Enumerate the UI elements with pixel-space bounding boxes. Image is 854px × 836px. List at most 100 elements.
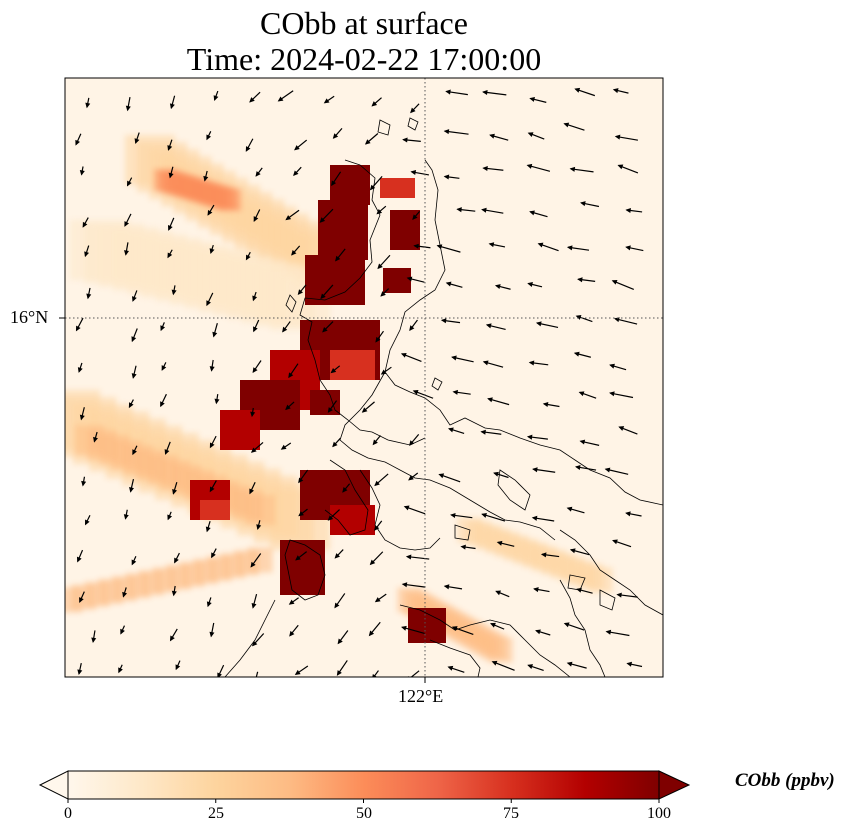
wind-vector — [255, 671, 259, 677]
wind-vector-head — [93, 436, 98, 443]
wind-vector-head — [412, 214, 418, 220]
wind-vector-head — [126, 180, 132, 187]
wind-vector-head — [203, 175, 209, 182]
wind-vector-head — [445, 89, 451, 95]
wind-vector-head — [323, 98, 330, 104]
map-subtitle-time: Time: 2024-02-22 17:00:00 — [186, 41, 542, 77]
wind-vector-head — [297, 289, 303, 295]
wind-vector-head — [252, 295, 258, 302]
wind-vector-head — [412, 389, 419, 395]
wind-vector-head — [566, 661, 573, 667]
wind-vector-head — [443, 584, 450, 590]
wind-vector-head — [540, 552, 547, 558]
saturated-cell — [200, 500, 230, 520]
wind-vector-head — [209, 442, 215, 449]
wind-vector-head — [77, 367, 83, 373]
wind-vector-head — [493, 471, 499, 477]
wind-vector-head — [320, 293, 326, 300]
wind-vector-head — [288, 599, 295, 605]
wind-vector-head — [132, 296, 137, 302]
wind-vector-head — [122, 591, 128, 598]
wind-vector-head — [245, 146, 251, 152]
wind-vector-head — [334, 602, 340, 609]
wind-vector-head — [76, 556, 82, 563]
wind-vector-head — [209, 366, 215, 372]
wind-vector-head — [280, 444, 287, 450]
wind-vector-head — [377, 263, 383, 270]
wind-vector-head — [494, 284, 501, 290]
wind-vector-head — [285, 404, 291, 411]
saturated-cell — [318, 200, 368, 260]
wind-vector-head — [488, 242, 495, 248]
saturated-cell — [330, 165, 370, 205]
wind-vector-head — [408, 475, 414, 481]
wind-vector-head — [168, 172, 174, 179]
wind-vector-head — [336, 670, 342, 676]
wind-vector-head — [575, 315, 582, 320]
wind-vector-head — [91, 637, 97, 644]
wind-vector-head — [569, 548, 576, 554]
wind-vector-head — [251, 603, 257, 609]
wind-vector-head — [527, 664, 533, 669]
colorbar-tick-25: 25 — [208, 805, 224, 822]
wind-vector-head — [79, 597, 84, 603]
wind-vector-head — [288, 372, 294, 379]
wind-vector-head — [618, 426, 625, 431]
colorbar-tick-0: 0 — [64, 805, 72, 822]
wind-vector-head — [249, 97, 255, 103]
wind-vector-head — [84, 251, 90, 258]
wind-vector-head — [175, 664, 181, 671]
wind-vector-head — [293, 170, 299, 177]
wind-vector-head — [400, 625, 407, 631]
wind-vector-head — [331, 180, 337, 187]
wind-vector-head — [625, 511, 631, 517]
wind-vector-head — [579, 439, 586, 445]
wind-vector-head — [85, 519, 90, 526]
saturated-cell — [305, 255, 365, 305]
wind-vector-head — [124, 250, 130, 256]
wind-vector-head — [131, 373, 137, 379]
wind-vector-head — [250, 447, 257, 453]
wind-vector-head — [527, 132, 534, 137]
concentration-field — [65, 135, 613, 663]
wind-vector-head — [405, 554, 412, 560]
wind-vector-head — [160, 325, 166, 332]
wind-vector-head — [294, 669, 301, 675]
wind-vector-head — [410, 107, 416, 114]
wind-vector-head — [451, 355, 457, 361]
wind-vector-head — [337, 638, 343, 645]
wind-vector-head — [169, 103, 175, 110]
wind-vector-head — [495, 590, 501, 596]
map-title: CObb at surface — [260, 5, 468, 41]
wind-vector-head — [443, 174, 450, 180]
wind-vector-head — [563, 122, 570, 128]
wind-vector-head — [410, 170, 417, 176]
wind-vector-head — [440, 318, 447, 324]
wind-vector-head — [332, 133, 339, 139]
field-cell — [219, 189, 241, 211]
wind-vector-head — [134, 138, 140, 145]
saturated-cell — [280, 540, 325, 595]
wind-vector-head — [450, 512, 456, 518]
wind-vector-head — [120, 628, 125, 635]
wind-vector-head — [82, 221, 88, 228]
wind-vector-head — [171, 289, 177, 296]
wind-vector-head — [496, 540, 503, 546]
wind-vector-head — [612, 539, 618, 545]
wind-vector-head — [131, 336, 137, 343]
wind-vector-head — [330, 367, 337, 374]
wind-vector-head — [400, 352, 407, 358]
wind-vector-head — [172, 488, 178, 495]
field-cell — [587, 567, 613, 593]
wind-vector-head — [369, 184, 376, 191]
wind-vector-head — [489, 133, 495, 139]
map-frame — [64, 77, 664, 678]
wind-vector-head — [452, 389, 459, 395]
wind-vector-head — [490, 622, 496, 628]
colorbar-extend-high — [658, 770, 691, 800]
wind-vector-head — [118, 667, 123, 674]
wind-vector-head — [609, 391, 615, 397]
wind-vector-head — [298, 511, 304, 517]
wind-vector-head — [535, 321, 542, 327]
wind-vector-head — [481, 207, 487, 213]
